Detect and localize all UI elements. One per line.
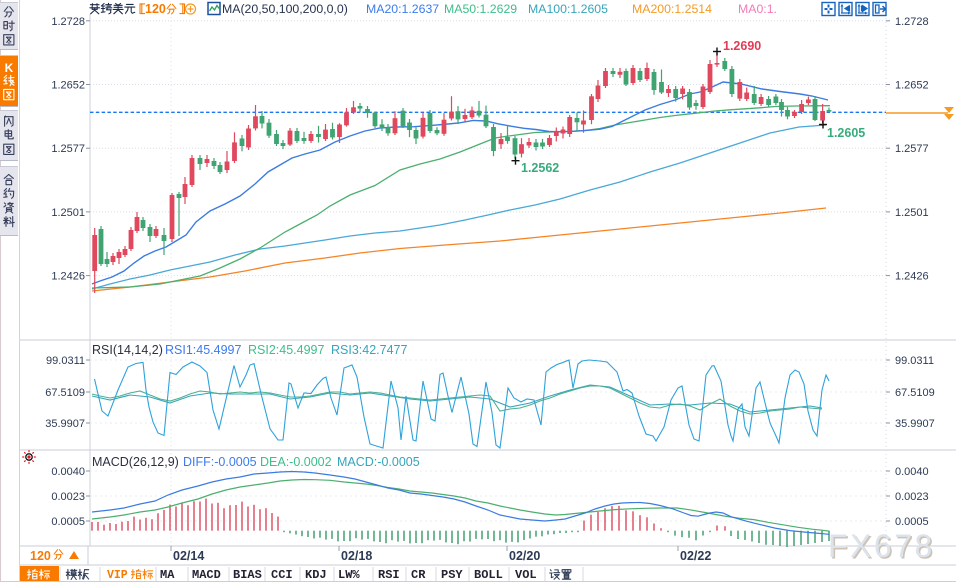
svg-text:67.5109: 67.5109 bbox=[45, 387, 85, 399]
svg-text:RSI: RSI bbox=[378, 568, 400, 582]
svg-text:1.2426: 1.2426 bbox=[51, 271, 85, 283]
svg-text:120: 120 bbox=[145, 2, 166, 16]
svg-text:RSI1:45.4997: RSI1:45.4997 bbox=[165, 343, 241, 357]
svg-text:MA(20,50,100,200,0,0): MA(20,50,100,200,0,0) bbox=[222, 2, 348, 16]
svg-text:BOLL: BOLL bbox=[474, 568, 503, 582]
svg-text:1.2501: 1.2501 bbox=[895, 207, 929, 219]
svg-text:1.2690: 1.2690 bbox=[723, 39, 761, 53]
svg-text:VOL: VOL bbox=[515, 568, 537, 582]
svg-text:35.9907: 35.9907 bbox=[45, 418, 85, 430]
svg-text:0.0005: 0.0005 bbox=[895, 516, 929, 528]
svg-text:VIP: VIP bbox=[107, 569, 128, 582]
svg-text:CR: CR bbox=[411, 568, 426, 582]
svg-text:MA50:1.2629: MA50:1.2629 bbox=[444, 2, 517, 16]
svg-text:0.0040: 0.0040 bbox=[895, 466, 929, 478]
svg-text:LW%: LW% bbox=[338, 568, 360, 582]
svg-text:99.0311: 99.0311 bbox=[895, 355, 934, 367]
svg-text:MACD(26,12,9): MACD(26,12,9) bbox=[92, 455, 179, 469]
svg-text:1.2501: 1.2501 bbox=[51, 207, 85, 219]
svg-text:0.0005: 0.0005 bbox=[51, 516, 85, 528]
svg-text:02/18: 02/18 bbox=[341, 549, 372, 563]
svg-text:RSI(14,14,2): RSI(14,14,2) bbox=[92, 343, 163, 357]
svg-text:02/22: 02/22 bbox=[680, 549, 711, 563]
svg-text:K: K bbox=[5, 61, 14, 75]
svg-text:DEA:-0.0002: DEA:-0.0002 bbox=[260, 455, 332, 469]
svg-text:MA20:1.2637: MA20:1.2637 bbox=[366, 2, 439, 16]
svg-text:1.2728: 1.2728 bbox=[51, 16, 85, 28]
svg-text:FX678: FX678 bbox=[830, 530, 937, 566]
svg-text:MA100:1.2605: MA100:1.2605 bbox=[528, 2, 608, 16]
svg-text:02/20: 02/20 bbox=[509, 549, 540, 563]
svg-text:35.9907: 35.9907 bbox=[895, 418, 935, 430]
svg-text:99.0311: 99.0311 bbox=[46, 355, 85, 367]
svg-text:1.2728: 1.2728 bbox=[895, 16, 929, 28]
svg-text:BIAS: BIAS bbox=[233, 568, 262, 582]
svg-text:1.2652: 1.2652 bbox=[895, 80, 929, 92]
svg-text:1.2577: 1.2577 bbox=[895, 143, 929, 155]
svg-text:0.0023: 0.0023 bbox=[51, 491, 85, 503]
svg-text:RSI3:42.7477: RSI3:42.7477 bbox=[331, 343, 407, 357]
svg-text:02/14: 02/14 bbox=[173, 549, 204, 563]
svg-text:MACD:-0.0005: MACD:-0.0005 bbox=[337, 455, 420, 469]
svg-text:1.2426: 1.2426 bbox=[895, 271, 929, 283]
svg-text:0.0023: 0.0023 bbox=[895, 491, 929, 503]
svg-text:MA: MA bbox=[160, 568, 175, 582]
svg-text:MA0:1.: MA0:1. bbox=[738, 2, 777, 16]
svg-text:DIFF:-0.0005: DIFF:-0.0005 bbox=[183, 455, 257, 469]
svg-text:CCI: CCI bbox=[271, 568, 293, 582]
svg-text:0.0040: 0.0040 bbox=[51, 466, 85, 478]
svg-text:120: 120 bbox=[30, 549, 51, 563]
svg-text:FX678: FX678 bbox=[828, 528, 935, 564]
svg-text:KDJ: KDJ bbox=[305, 568, 327, 582]
svg-text:67.5109: 67.5109 bbox=[895, 387, 935, 399]
svg-text:PSY: PSY bbox=[441, 568, 463, 582]
svg-text:MACD: MACD bbox=[192, 568, 221, 582]
svg-text:1.2652: 1.2652 bbox=[51, 80, 85, 92]
svg-text:1.2605: 1.2605 bbox=[827, 126, 865, 140]
svg-text:1.2577: 1.2577 bbox=[51, 143, 85, 155]
svg-text:1.2562: 1.2562 bbox=[521, 161, 559, 175]
svg-text:RSI2:45.4997: RSI2:45.4997 bbox=[248, 343, 324, 357]
svg-text:MA200:1.2514: MA200:1.2514 bbox=[632, 2, 712, 16]
